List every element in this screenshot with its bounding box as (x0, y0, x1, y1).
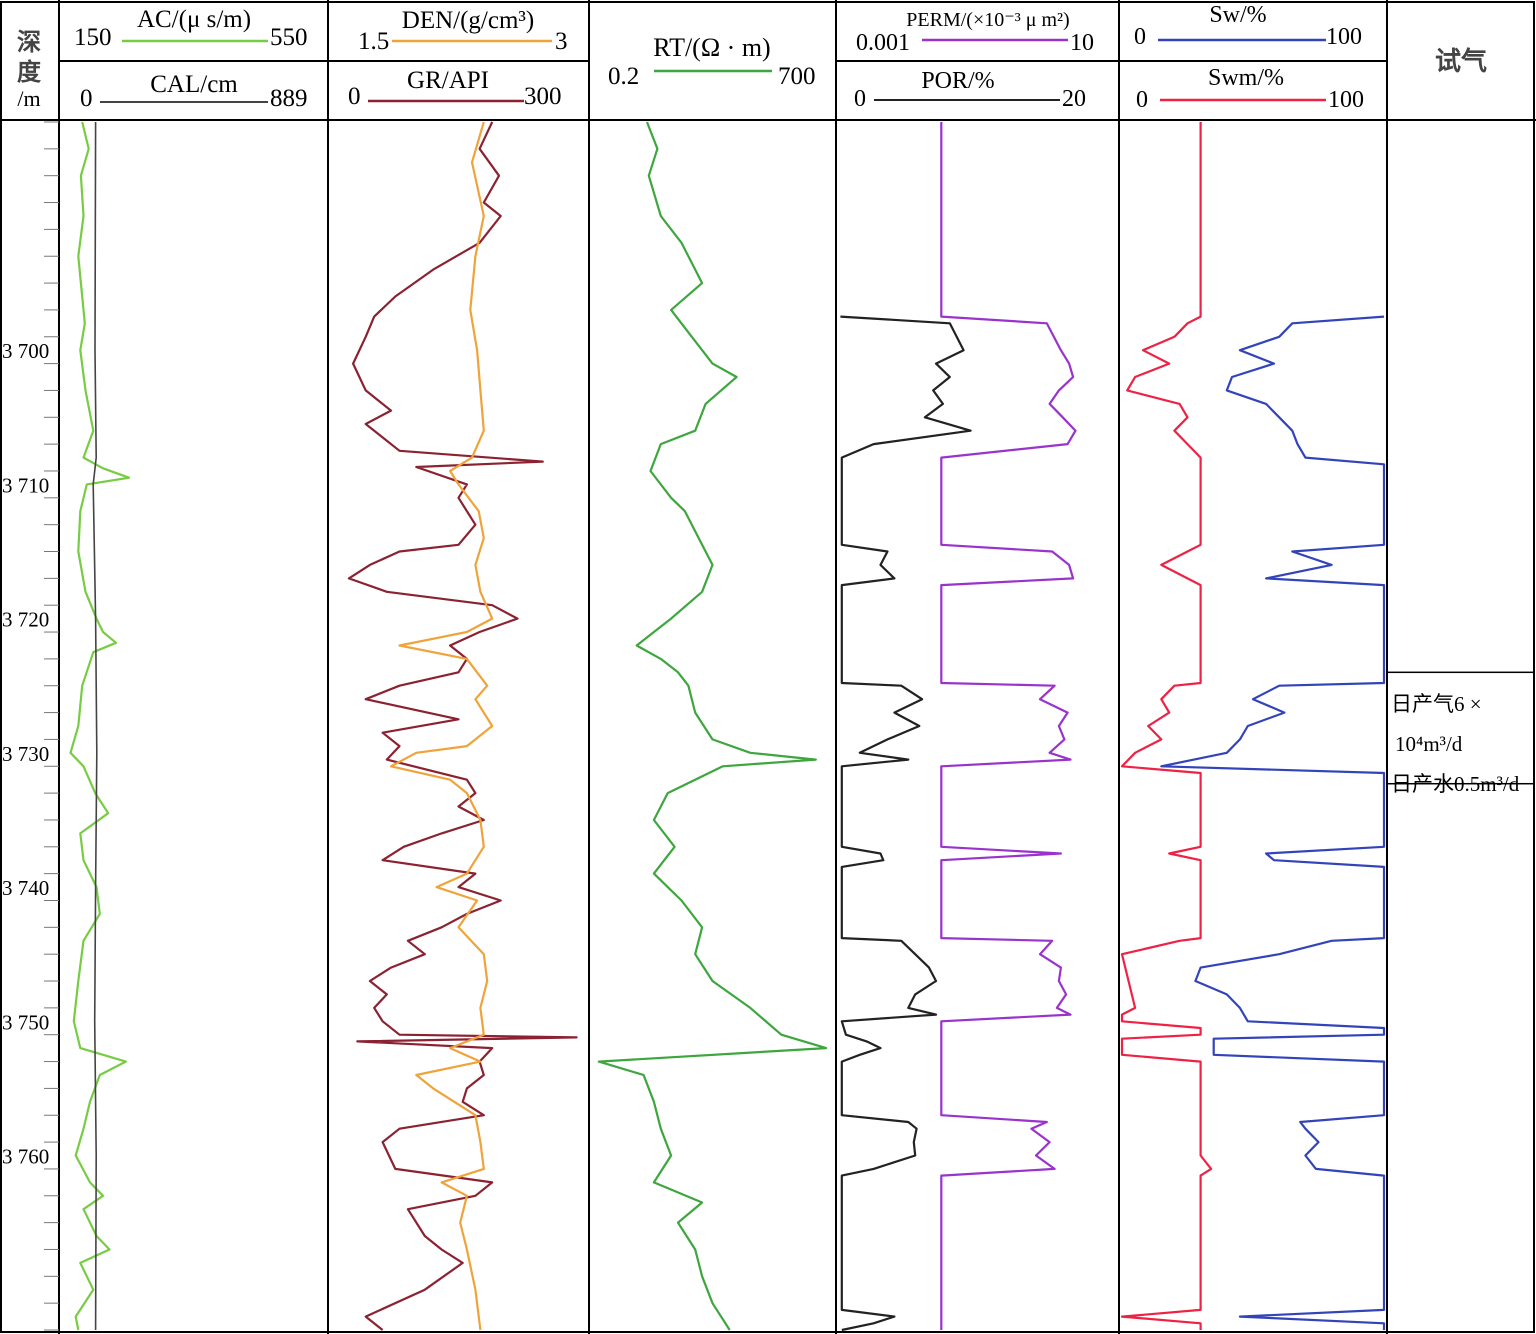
depth-ticks: 3 700 3 710 3 720 3 730 3 740 3 750 3 760 (2, 121, 59, 1331)
ac-curve (69, 121, 131, 1331)
depth-unit: /m (17, 86, 40, 111)
swm-name: Swm/% (1208, 65, 1284, 91)
ac-max: 550 (270, 24, 308, 51)
sw-name: Sw/% (1209, 2, 1266, 28)
por-name: POR/% (921, 68, 994, 94)
gr-max: 300 (524, 83, 562, 110)
depth-title: 深 (17, 29, 41, 56)
perm-name: PERM/(×10⁻³ μ m²) (906, 9, 1069, 31)
swm-max: 100 (1328, 87, 1364, 113)
depth-tick-label: 3 750 (2, 1010, 49, 1034)
den-min: 1.5 (358, 28, 389, 55)
depth-tick-label: 3 720 (2, 608, 49, 632)
rt-curve (597, 121, 828, 1331)
depth-tick-label: 3 760 (2, 1145, 49, 1169)
gas-test-line-2: 10⁴m³/d (1395, 732, 1463, 757)
gr-min: 0 (348, 83, 361, 110)
rt-min: 0.2 (608, 63, 639, 90)
ac-name: AC/(μ s/m) (137, 6, 251, 33)
gas-test-line-1: 日产气6 × (1391, 692, 1482, 717)
perm-max: 10 (1070, 30, 1094, 56)
por-max: 20 (1062, 86, 1086, 112)
test-column-title: 试气 (1435, 46, 1487, 76)
rt-max: 700 (778, 63, 816, 90)
ac-min: 150 (74, 24, 112, 51)
gr-name: GR/API (407, 67, 489, 94)
rt-name: RT/(Ω · m) (653, 33, 770, 62)
cal-max: 889 (270, 85, 308, 112)
sw-max: 100 (1326, 24, 1362, 50)
den-max: 3 (555, 28, 568, 55)
gr-curve (347, 121, 578, 1331)
cal-min: 0 (80, 85, 93, 112)
sw-curve (1160, 315, 1386, 1330)
depth-tick-label: 3 700 (2, 339, 49, 363)
por-min: 0 (854, 86, 866, 112)
gas-test-result: 日产气6 × 10⁴m³/d 日产水0.5m³/d (1391, 684, 1536, 804)
sw-min: 0 (1134, 24, 1146, 50)
swm-min: 0 (1136, 87, 1148, 113)
depth-tick-label: 3 730 (2, 742, 49, 766)
perm-min: 0.001 (856, 30, 910, 56)
gas-test-box (1386, 671, 1535, 785)
cal-name: CAL/cm (150, 71, 238, 98)
depth-tick-label: 3 710 (2, 473, 49, 497)
por-curve (840, 315, 972, 1332)
den-name: DEN/(g/cm³) (402, 7, 534, 34)
swm-curve (1120, 122, 1213, 1330)
den-curve (389, 121, 494, 1331)
depth-title-2: 度 (17, 58, 42, 86)
perm-curve (940, 122, 1077, 1330)
cal-curve (92, 121, 98, 1331)
depth-tick-label: 3 740 (2, 876, 49, 900)
gas-test-line-3: 日产水0.5m³/d (1391, 772, 1520, 797)
log-curves (69, 121, 1386, 1332)
